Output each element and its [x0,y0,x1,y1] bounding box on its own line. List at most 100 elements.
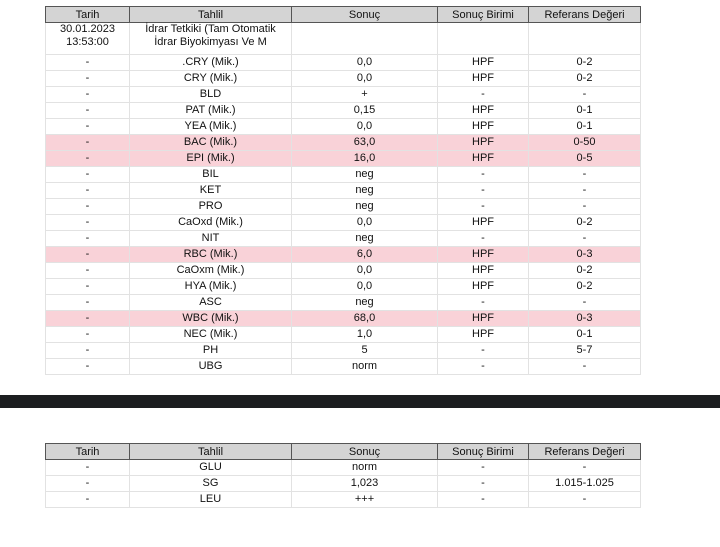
result-cell: 0,0 [291,118,438,135]
test-cell: HYA (Mik.) [129,278,292,295]
reference-cell: 0-2 [528,278,641,295]
table-row: - PAT (Mik.) 0,15 HPF 0-1 [45,102,641,119]
unit-cell: - [437,342,529,359]
date-cell: - [45,326,130,343]
test-cell: CaOxd (Mik.) [129,214,292,231]
table-row: - KET neg - - [45,182,641,199]
date-cell: - [45,150,130,167]
reference-cell: 1.015-1.025 [528,475,641,492]
date-cell: - [45,278,130,295]
test-cell: WBC (Mik.) [129,310,292,327]
unit-cell: HPF [437,326,529,343]
unit-cell: HPF [437,118,529,135]
header-tahlil: Tahlil [129,443,292,460]
date-cell: - [45,358,130,375]
result-cell: neg [291,294,438,311]
table-row: - NIT neg - - [45,230,641,247]
date-cell: - [45,70,130,87]
table-row: - GLU norm - - [45,459,641,476]
divider-bar [0,395,720,408]
unit-cell: HPF [437,70,529,87]
result-cell: 0,0 [291,54,438,71]
date-cell: - [45,342,130,359]
table-row: - SG 1,023-1.015-1.025 [45,475,641,492]
date-cell: - [45,86,130,103]
reference-cell: 0-3 [528,246,641,263]
test-cell: GLU [129,459,292,476]
table-row: - BAC (Mik.) 63,0 HPF 0-50 [45,134,641,151]
header-referans: Referans Değeri [528,443,641,460]
header-referans: Referans Değeri [528,6,641,23]
time: 13:53:00 [66,36,109,48]
table-row: - ASC neg - - [45,294,641,311]
unit-cell: - [437,198,529,215]
date-cell: - [45,491,130,508]
unit-cell: - [437,475,529,492]
date-cell: - [45,459,130,476]
header-sonuc: Sonuç [291,443,438,460]
header-tarih: Tarih [45,6,130,23]
date-cell: - [45,262,130,279]
unit-cell: HPF [437,150,529,167]
unit-cell: HPF [437,214,529,231]
unit-cell: HPF [437,134,529,151]
result-cell: 0,0 [291,278,438,295]
date-cell: - [45,118,130,135]
date-cell: 30.01.2023 13:53:00 [45,22,130,55]
date-cell: - [45,475,130,492]
table-row: - HYA (Mik.) 0,0 HPF 0-2 [45,278,641,295]
test-cell: .CRY (Mik.) [129,54,292,71]
result-cell: 0,0 [291,70,438,87]
result-cell: norm [291,459,438,476]
test-cell: CaOxm (Mik.) [129,262,292,279]
reference-cell: - [528,230,641,247]
result-cell: 1,023 [291,475,438,492]
date: 30.01.2023 [59,23,116,35]
reference-cell: 0-3 [528,310,641,327]
reference-cell: - [528,459,641,476]
result-cell: 63,0 [291,134,438,151]
result-cell: +++ [291,491,438,508]
test-cell: ASC [129,294,292,311]
table-row: - PH 5-5-7 [45,342,641,359]
unit-cell: - [437,230,529,247]
unit-cell: - [437,459,529,476]
table-row: - CaOxm (Mik.) 0,0 HPF 0-2 [45,262,641,279]
test-cell: BIL [129,166,292,183]
table-row: - EPI (Mik.) 16,0 HPF 0-5 [45,150,641,167]
unit-cell: - [437,294,529,311]
test-cell: PAT (Mik.) [129,102,292,119]
test-name-line: İdrar Tetkiki (Tam Otomatik [145,23,276,35]
test-name-line: İdrar Biyokimyası Ve M [154,36,267,48]
date-cell: - [45,54,130,71]
date-cell: - [45,214,130,231]
test-cell: UBG [129,358,292,375]
reference-cell: 0-2 [528,54,641,71]
table-row: - UBG norm - - [45,358,641,375]
reference-cell: - [528,198,641,215]
unit-cell: HPF [437,54,529,71]
unit-cell: HPF [437,102,529,119]
test-cell: BLD [129,86,292,103]
unit-cell: HPF [437,310,529,327]
reference-cell: 0-1 [528,118,641,135]
test-cell: RBC (Mik.) [129,246,292,263]
reference-cell: 0-2 [528,214,641,231]
header-sonuc-birimi: Sonuç Birimi [437,6,529,23]
test-cell: NEC (Mik.) [129,326,292,343]
unit-cell: HPF [437,278,529,295]
reference-cell: - [528,182,641,199]
table-row: - RBC (Mik.) 6,0 HPF 0-3 [45,246,641,263]
result-cell: 0,0 [291,214,438,231]
header-tahlil: Tahlil [129,6,292,23]
header-sonuc: Sonuç [291,6,438,23]
unit-cell: - [437,358,529,375]
test-cell: KET [129,182,292,199]
reference-cell: - [528,358,641,375]
lab-results-table-2: Tarih Tahlil Sonuç Sonuç Birimi Referans… [45,443,641,508]
result-cell: 68,0 [291,310,438,327]
table-row: - CaOxd (Mik.) 0,0 HPF 0-2 [45,214,641,231]
test-cell: YEA (Mik.) [129,118,292,135]
result-cell: 16,0 [291,150,438,167]
result-cell: 5 [291,342,438,359]
